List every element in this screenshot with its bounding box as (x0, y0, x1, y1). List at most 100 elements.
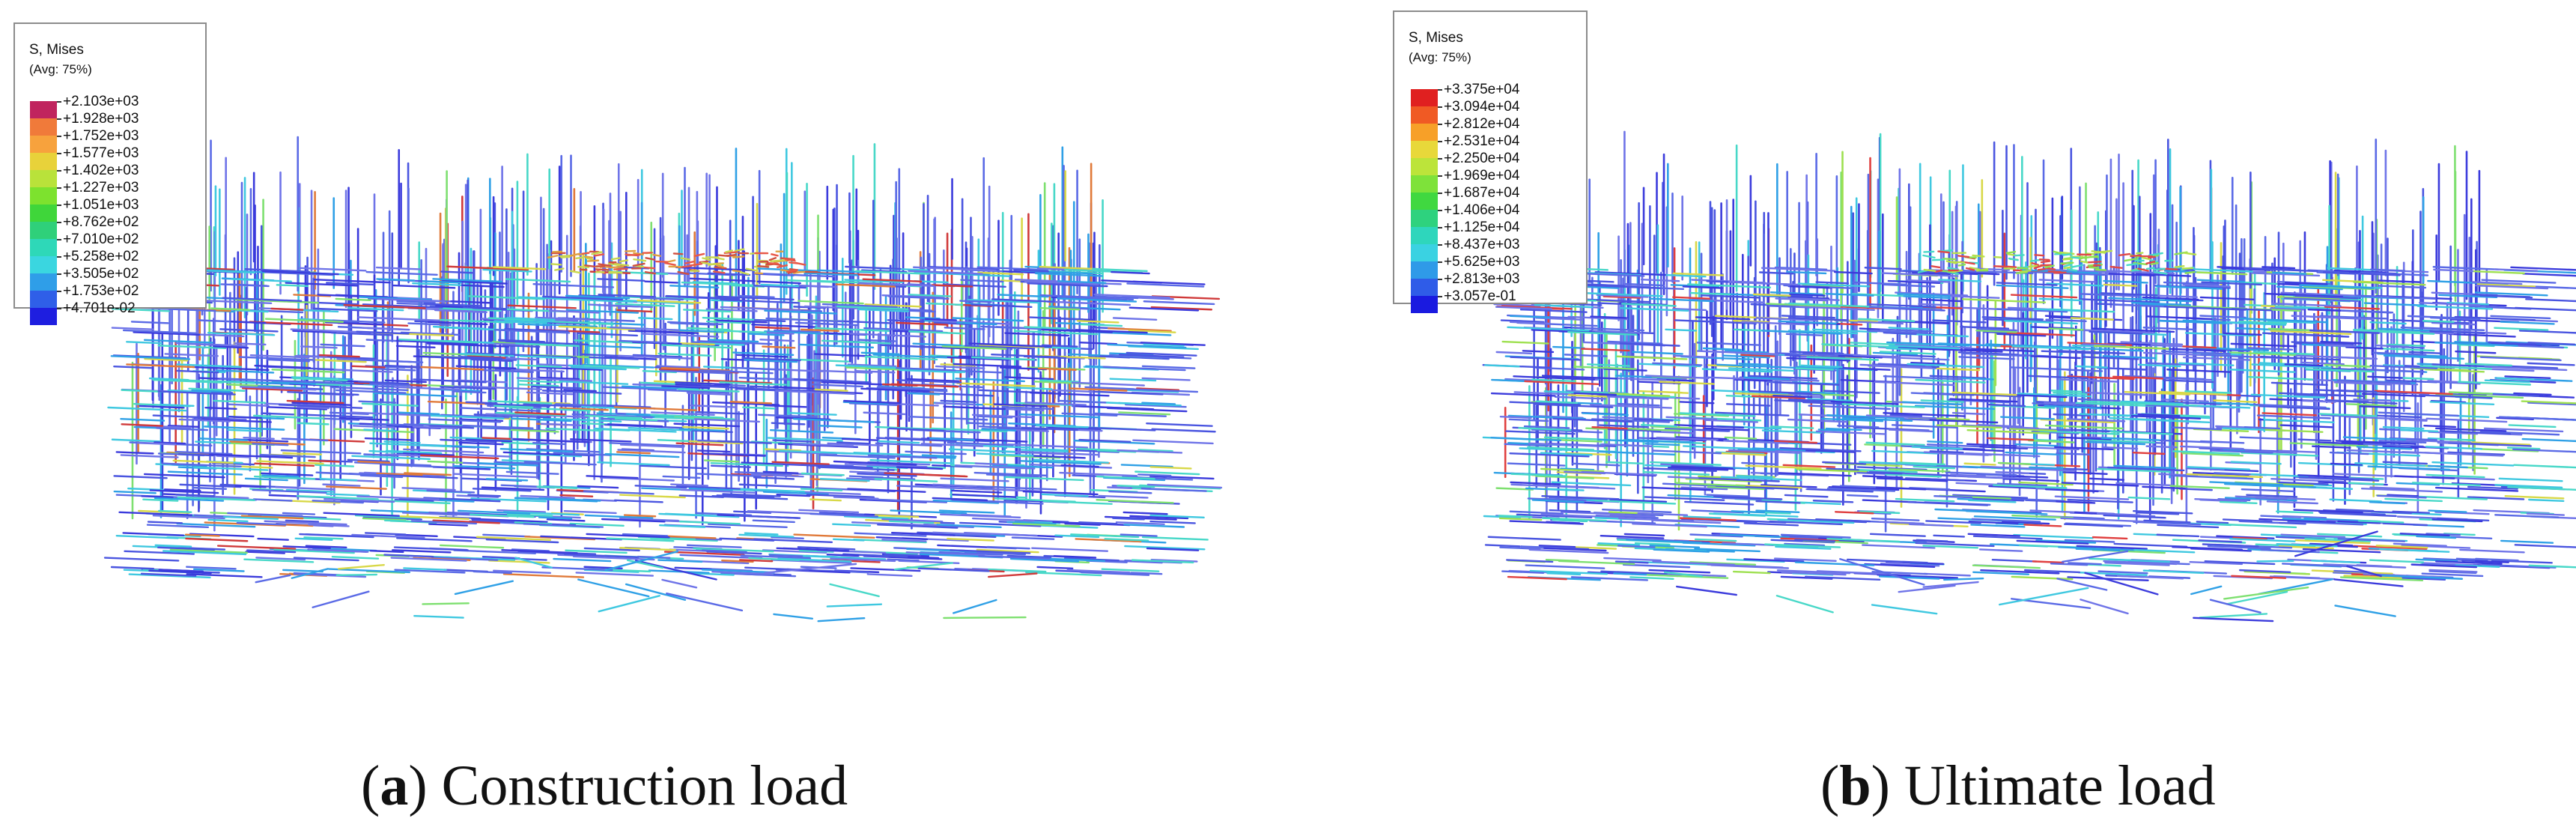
legend-tick (57, 273, 61, 275)
legend-row: +8.437e+03 (1411, 236, 1583, 261)
legend-row: +4.701e-02 (30, 300, 202, 325)
legend-row: +3.057e-01 (1411, 288, 1583, 313)
legend-tick (1438, 124, 1442, 125)
legend-row: +5.625e+03 (1411, 253, 1583, 279)
legend-tick (57, 101, 61, 103)
legend-swatch (30, 136, 57, 153)
caption-text: Ultimate load (1904, 754, 2216, 817)
legend-tick (1438, 193, 1442, 194)
legend-value: +1.969e+04 (1444, 168, 1520, 184)
legend-subtitle: (Avg: 75%) (29, 62, 92, 76)
legend-swatch (30, 256, 57, 273)
legend-swatch (1411, 261, 1438, 279)
caption-letter: b (1839, 754, 1871, 817)
legend-row: +1.969e+04 (1411, 167, 1583, 193)
legend-swatch (1411, 89, 1438, 106)
legend-swatch (30, 101, 57, 118)
legend-title: S, Mises (1409, 30, 1463, 46)
legend-swatch (30, 273, 57, 291)
caption: (a) Construction load (361, 754, 848, 817)
legend-value: +1.051e+03 (63, 197, 139, 213)
legend-value: +8.762e+02 (63, 214, 139, 230)
legend-tick (57, 170, 61, 172)
legend-swatch (30, 170, 57, 187)
rebar-mesh-plot (1482, 130, 2576, 623)
legend-tick (57, 187, 61, 189)
legend-value: +1.406e+04 (1444, 202, 1520, 218)
legend-swatch (1411, 227, 1438, 244)
caption-text: Construction load (441, 754, 848, 817)
legend-value: +3.057e-01 (1444, 288, 1516, 304)
legend-value: +1.125e+04 (1444, 219, 1520, 235)
legend-value: +3.375e+04 (1444, 82, 1520, 97)
legend-row: +5.258e+02 (30, 248, 202, 273)
legend-tick (57, 308, 61, 309)
legend-row: +1.402e+03 (30, 162, 202, 187)
legend-tick (57, 222, 61, 223)
legend-value: +3.505e+02 (63, 266, 139, 282)
legend-tick (1438, 210, 1442, 211)
legend-swatch (30, 153, 57, 170)
legend-tick (1438, 261, 1442, 263)
caption: (b) Ultimate load (1820, 754, 2216, 817)
legend-tick (1438, 296, 1442, 297)
legend-tick (1438, 141, 1442, 142)
legend-tick (1438, 106, 1442, 108)
legend-row: +3.375e+04 (1411, 81, 1583, 106)
legend-row: +1.051e+03 (30, 196, 202, 222)
legend-swatch (1411, 193, 1438, 210)
legend-title: S, Mises (29, 42, 84, 58)
rebar-group (1482, 130, 2576, 623)
legend-row: +1.687e+04 (1411, 184, 1583, 210)
legend-tick (1438, 227, 1442, 228)
legend-row: +1.406e+04 (1411, 202, 1583, 227)
legend-value: +7.010e+02 (63, 231, 139, 247)
legend-value: +1.402e+03 (63, 163, 139, 178)
legend-row: +1.577e+03 (30, 145, 202, 170)
legend-value: +1.928e+03 (63, 111, 139, 127)
legend-row: +1.928e+03 (30, 110, 202, 136)
legend-row: +1.227e+03 (30, 179, 202, 205)
legend-row: +1.753e+02 (30, 282, 202, 308)
legend-row: +2.812e+04 (1411, 115, 1583, 141)
legend-tick (1438, 89, 1442, 91)
rebar-group (103, 136, 1223, 623)
legend-swatch (30, 205, 57, 222)
legend-swatch (1411, 244, 1438, 261)
legend-tick (57, 256, 61, 258)
legend-row: +3.505e+02 (30, 265, 202, 291)
legend-value: +1.227e+03 (63, 180, 139, 196)
legend-swatch (30, 291, 57, 308)
legend-swatch (1411, 124, 1438, 141)
legend-value: +4.701e-02 (63, 300, 136, 316)
legend-swatch (30, 187, 57, 205)
legend-value: +5.625e+03 (1444, 254, 1520, 270)
legend-row: +1.752e+03 (30, 127, 202, 153)
legend-tick (57, 291, 61, 292)
legend-swatch (1411, 279, 1438, 296)
legend-row: +2.250e+04 (1411, 150, 1583, 175)
legend-swatch (30, 239, 57, 256)
legend-value: +1.753e+02 (63, 283, 139, 299)
legend-tick (1438, 279, 1442, 280)
legend-value: +2.103e+03 (63, 94, 139, 109)
legend-row: +3.094e+04 (1411, 98, 1583, 124)
legend-tick (1438, 175, 1442, 177)
legend-value: +2.812e+04 (1444, 116, 1520, 132)
legend-row: +8.762e+02 (30, 213, 202, 239)
stress-legend: S, Mises (Avg: 75%) +2.103e+03 +1.928e+03… (13, 22, 207, 325)
legend-value: +1.577e+03 (63, 145, 139, 161)
legend-row: +2.813e+03 (1411, 270, 1583, 296)
legend-swatch (1411, 158, 1438, 175)
panel-construction-load: S, Mises (Avg: 75%) +2.103e+03 +1.928e+03… (13, 22, 1223, 817)
legend-swatch (1411, 106, 1438, 124)
legend-swatch (30, 308, 57, 325)
legend-value: +2.531e+04 (1444, 133, 1520, 149)
panel-ultimate-load: S, Mises (Avg: 75%) +3.375e+04 +3.094e+04… (1288, 0, 2576, 836)
legend-swatch (1411, 175, 1438, 193)
legend-value: +1.687e+04 (1444, 185, 1520, 201)
legend-tick (1438, 244, 1442, 246)
legend-swatch (1411, 296, 1438, 313)
legend-value: +2.250e+04 (1444, 151, 1520, 166)
legend-value: +3.094e+04 (1444, 99, 1520, 115)
